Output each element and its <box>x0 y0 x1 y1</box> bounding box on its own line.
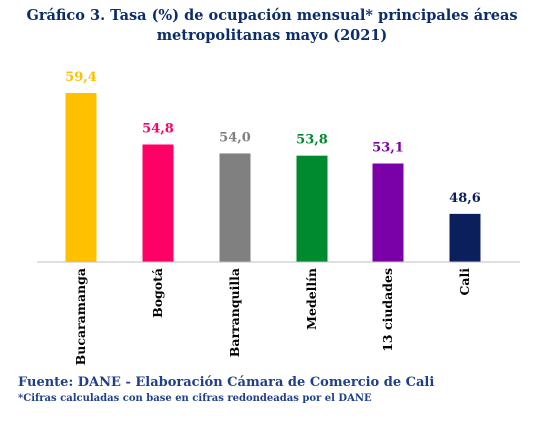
bar-13-ciudades <box>372 163 404 262</box>
value-label-cali: 48,6 <box>449 191 481 206</box>
bar-bucaramanga <box>65 93 97 262</box>
bar-medellin <box>296 155 328 262</box>
chart-title-line-2: metropolitanas mayo (2021) <box>156 27 388 44</box>
category-label-medellin: Medellín <box>304 268 319 330</box>
bar-cali <box>449 213 481 262</box>
category-label-group: Bucaramanga Bogotá Barranquilla Medellín 13 … <box>73 268 472 366</box>
bar-group <box>65 93 481 262</box>
category-label-barranquilla: Barranquilla <box>227 268 242 357</box>
value-label-group: 59,4 54,8 54,0 53,8 53,1 48,6 <box>65 70 481 206</box>
chart-title-line-1: Gráfico 3. Tasa (%) de ocupación mensual… <box>26 7 518 24</box>
category-label-13-ciudades: 13 ciudades <box>380 268 395 352</box>
source-note: Fuente: DANE - Elaboración Cámara de Com… <box>18 375 435 390</box>
value-label-barranquilla: 54,0 <box>219 130 251 145</box>
bar-barranquilla <box>219 153 251 262</box>
footnote: *Cifras calculadas con base en cifras re… <box>18 393 372 404</box>
value-label-medellin: 53,8 <box>296 133 328 148</box>
category-label-bogota: Bogotá <box>150 268 165 318</box>
value-label-bucaramanga: 59,4 <box>65 70 97 85</box>
chart-title: Gráfico 3. Tasa (%) de ocupación mensual… <box>0 6 544 46</box>
value-label-bogota: 54,8 <box>142 121 174 136</box>
category-label-cali: Cali <box>457 268 472 296</box>
bar-bogota <box>142 144 174 262</box>
category-label-bucaramanga: Bucaramanga <box>73 268 88 365</box>
value-label-13-ciudades: 53,1 <box>372 141 404 156</box>
